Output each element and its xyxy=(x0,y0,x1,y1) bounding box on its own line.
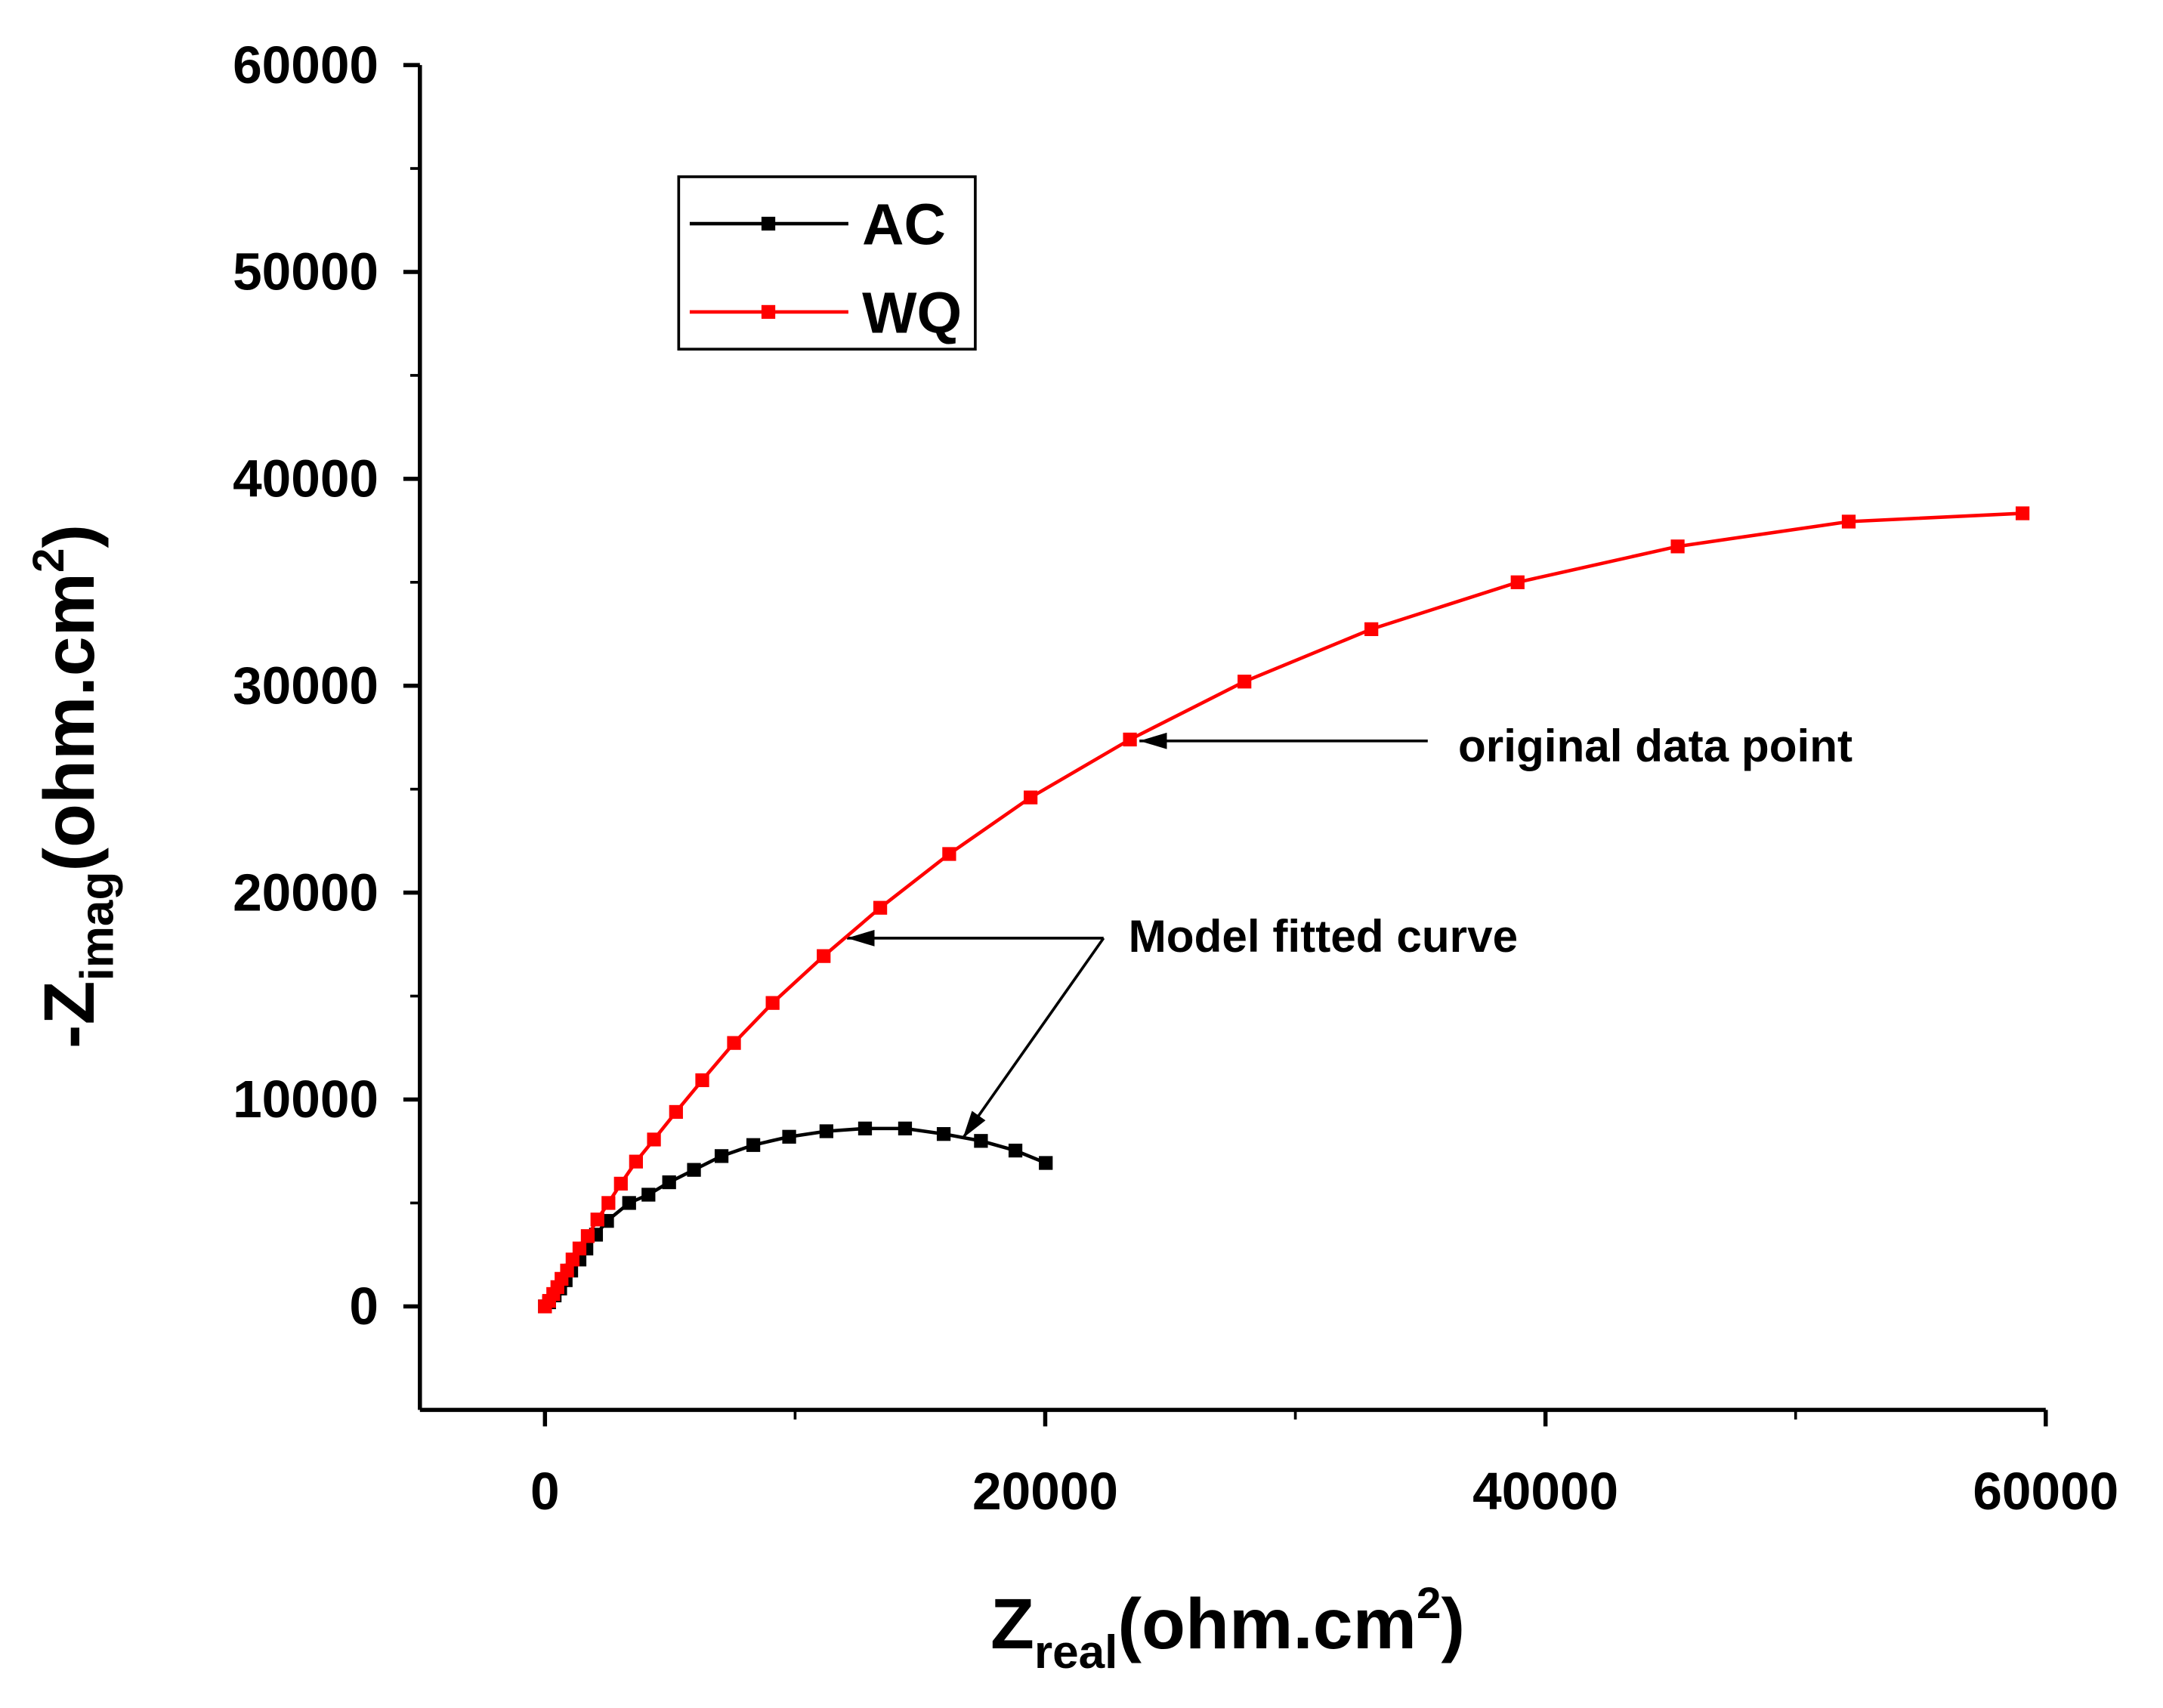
data-point xyxy=(782,1129,796,1144)
x-tick-label: 20000 xyxy=(972,1462,1118,1521)
legend-marker xyxy=(761,216,776,231)
data-point xyxy=(727,1036,741,1050)
legend-label: WQ xyxy=(862,281,962,345)
data-point xyxy=(695,1073,709,1088)
data-point xyxy=(974,1134,988,1148)
data-point xyxy=(1841,514,1856,529)
data-point xyxy=(819,1124,833,1138)
legend-box xyxy=(677,175,977,351)
annotation: original data point xyxy=(1458,720,1852,771)
annotation: Model fitted curve xyxy=(1129,910,1519,962)
arrow xyxy=(961,937,1105,1139)
annotation-arrows xyxy=(847,732,1428,1139)
data-point xyxy=(580,1229,595,1243)
data-point xyxy=(560,1263,574,1278)
y-axis-label: -Zimag(ohm.cm2) xyxy=(24,524,124,1049)
data-point xyxy=(765,996,780,1010)
legend-label: AC xyxy=(862,193,946,257)
x-tick-label: 60000 xyxy=(1973,1462,2118,1521)
data-point xyxy=(857,1121,873,1135)
y-tick-label: 40000 xyxy=(233,449,379,508)
data-point xyxy=(622,1196,636,1210)
data-point xyxy=(1510,575,1525,589)
data-point xyxy=(613,1176,628,1191)
y-tick-label: 20000 xyxy=(233,863,379,922)
data-point xyxy=(641,1188,656,1202)
data-point xyxy=(873,900,888,915)
data-point xyxy=(590,1212,604,1227)
data-point xyxy=(629,1154,643,1169)
y-tick-label: 50000 xyxy=(233,242,379,301)
data-point xyxy=(1364,622,1379,637)
x-tick-label: 40000 xyxy=(1472,1462,1618,1521)
data-point xyxy=(565,1252,579,1267)
data-point xyxy=(1123,732,1137,747)
x-axis-label: Zreal(ohm.cm2) xyxy=(990,1579,1465,1679)
data-point xyxy=(936,1127,951,1141)
data-point xyxy=(662,1175,676,1190)
data-point xyxy=(1670,539,1685,554)
data-point xyxy=(669,1104,683,1120)
data-point xyxy=(817,949,831,963)
data-point xyxy=(898,1121,913,1135)
data-point xyxy=(714,1149,729,1163)
data-point xyxy=(687,1163,701,1177)
y-tick-label: 10000 xyxy=(233,1070,379,1129)
legend-marker xyxy=(761,304,776,320)
data-point xyxy=(572,1241,587,1256)
y-tick-label: 60000 xyxy=(233,36,379,94)
data-point xyxy=(1039,1156,1053,1170)
data-point xyxy=(1023,790,1038,805)
data-point xyxy=(1238,675,1252,689)
data-point xyxy=(1008,1143,1023,1158)
y-tick-label: 0 xyxy=(349,1277,379,1336)
series-line xyxy=(543,1126,1047,1308)
data-point xyxy=(746,1138,761,1152)
y-tick-label: 30000 xyxy=(233,656,379,715)
data-point xyxy=(601,1196,616,1210)
x-tick-label: 0 xyxy=(530,1462,560,1521)
data-point xyxy=(647,1132,661,1147)
data-point xyxy=(2015,506,2030,520)
data-point xyxy=(942,847,956,861)
